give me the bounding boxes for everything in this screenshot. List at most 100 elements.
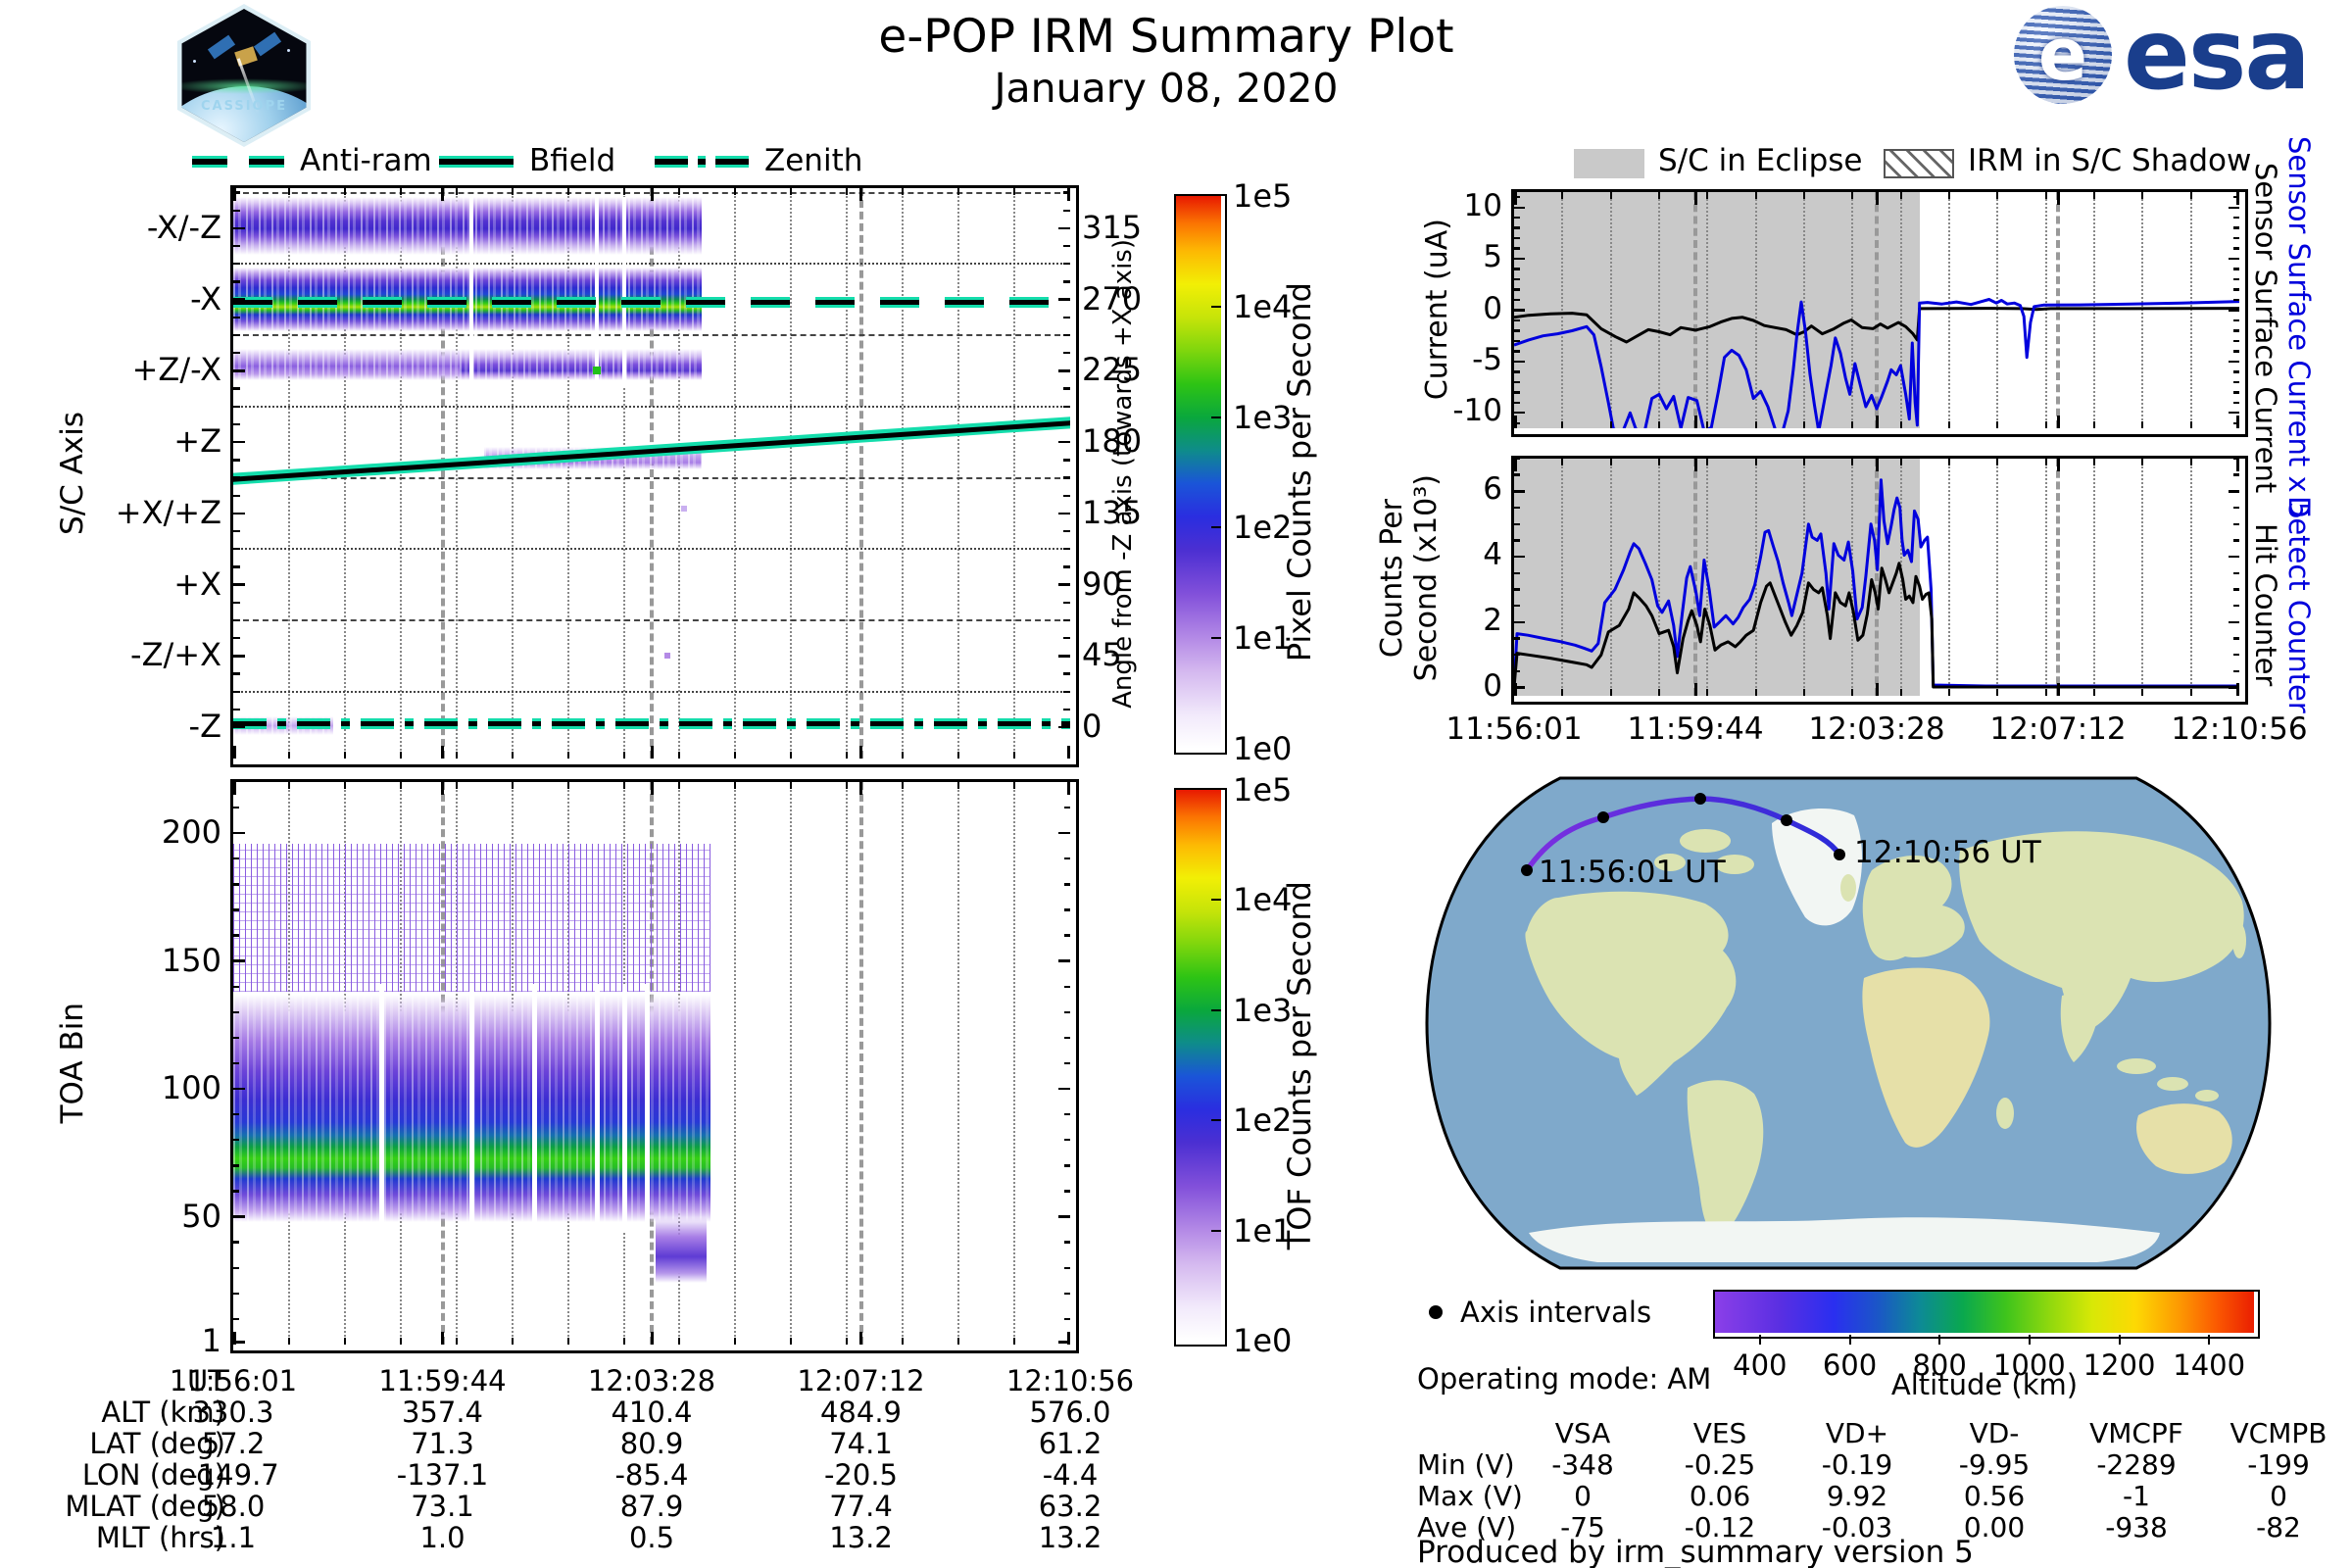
spectrogram-band <box>459 348 703 381</box>
tick-mark <box>1851 192 1854 199</box>
ephemeris-cell: -4.4 <box>1042 1458 1099 1492</box>
tick-mark <box>734 188 737 195</box>
gridline-minor <box>1948 459 1950 696</box>
tick-mark <box>2233 401 2239 404</box>
gridline-major <box>2056 459 2060 696</box>
tick-mark <box>1514 421 1520 424</box>
tick-mark <box>511 752 514 759</box>
tick-mark <box>233 672 240 675</box>
tick-mark <box>233 1036 239 1040</box>
tick-mark <box>1693 459 1697 471</box>
tof-plot-ylabel-box: TOA Bin <box>51 965 94 1161</box>
tick-mark <box>1063 672 1070 675</box>
ephemeris-cell: -20.5 <box>823 1458 899 1492</box>
tick-mark <box>2141 192 2144 199</box>
tick-mark <box>233 1061 239 1065</box>
tick-mark <box>734 782 737 789</box>
tick-mark <box>846 752 849 759</box>
esa-e-icon: e <box>2037 13 2088 97</box>
legend-antiram-label: Anti-ram <box>300 143 432 178</box>
esa-wordmark: esa <box>2124 0 2311 112</box>
tick-mark <box>1754 192 1757 199</box>
gridline-minor <box>455 188 458 759</box>
tick-mark <box>2233 571 2239 575</box>
voltage-cell: -0.12 <box>1684 1511 1756 1544</box>
tick-mark <box>1058 298 1070 301</box>
gridline-minor <box>1706 192 1709 428</box>
tick-mark <box>1063 565 1070 568</box>
gridline-minor <box>1609 192 1612 428</box>
voltage-cell: -1 <box>2123 1480 2150 1512</box>
pixel-colorbar-tick-label: 1e2 <box>1233 509 1293 547</box>
tick-mark <box>2233 277 2239 281</box>
tick-mark <box>1754 421 1757 428</box>
angle-right-tick-label: 270 <box>1082 279 1143 318</box>
data-gap <box>531 984 537 1233</box>
tick-mark <box>233 263 240 266</box>
tick-mark <box>1514 350 1520 353</box>
tick-mark <box>2233 539 2239 542</box>
tof-colorbar-frame <box>1174 788 1227 1347</box>
tick-mark <box>2093 421 2095 428</box>
tick-mark <box>343 752 346 759</box>
satellite-track <box>1521 793 1845 876</box>
sample-core <box>655 159 749 165</box>
tick-mark <box>1899 192 1902 199</box>
tick-mark <box>1063 618 1070 622</box>
tick-mark <box>1514 605 1520 608</box>
legend-antiram-line-sample <box>192 155 284 169</box>
patch-aurora <box>181 77 307 95</box>
tick-mark <box>233 637 240 640</box>
tick-mark <box>233 352 240 355</box>
tof-tick-label: 50 <box>181 1197 221 1235</box>
map-uk <box>1840 874 1856 902</box>
tick-mark <box>1064 858 1070 860</box>
ephemeris-row-label: UT <box>187 1364 225 1397</box>
current-plot-ytick-label: 5 <box>1483 239 1502 275</box>
cassiope-label: CASSIOPE <box>200 99 288 115</box>
tick-mark <box>233 1215 245 1218</box>
gridline-minor <box>1948 192 1950 428</box>
gridline-major <box>440 188 445 759</box>
tick-mark <box>2233 669 2239 673</box>
tick-mark <box>2233 506 2239 510</box>
tick-mark <box>2229 555 2239 559</box>
angle-right-tick-label: 45 <box>1082 636 1122 674</box>
tick-mark <box>1514 459 1517 471</box>
tick-mark <box>233 831 245 835</box>
tick-mark <box>1514 412 1525 415</box>
page-date: January 08, 2020 <box>994 65 1339 112</box>
tick-mark <box>622 752 625 759</box>
tick-mark <box>2233 196 2239 199</box>
gridline-minor <box>1851 192 1854 428</box>
tick-mark <box>957 1338 960 1345</box>
altitude-tick-label: 1000 <box>1992 1348 2066 1382</box>
tick-mark <box>2093 689 2095 696</box>
tick-mark <box>2141 459 2144 466</box>
tick-mark <box>1514 309 1525 312</box>
page-title: e-POP IRM Summary Plot <box>878 10 1454 64</box>
tick-mark <box>1514 506 1520 510</box>
tick-mark <box>1514 620 1525 624</box>
ephemeris-row-label: LAT (deg) <box>89 1427 225 1460</box>
tick-mark <box>1514 637 1520 640</box>
pixel-colorbar <box>1176 196 1221 749</box>
tick-mark <box>2233 329 2239 332</box>
tick-mark <box>1064 1010 1070 1013</box>
tick-mark <box>1064 1061 1070 1065</box>
legend-shadow-label: IRM in S/C Shadow <box>1968 143 2252 178</box>
gridline-minor <box>846 782 849 1345</box>
tick-mark <box>1706 192 1709 199</box>
gridline-minor <box>902 782 905 1345</box>
tick-mark <box>2233 605 2239 608</box>
tick-mark <box>1064 908 1070 911</box>
series-detect-counter <box>1514 478 2239 688</box>
tick-mark <box>1514 401 1520 404</box>
data-gap <box>468 984 474 1233</box>
altitude-tick-label: 1400 <box>2173 1348 2246 1382</box>
tick-mark <box>2229 490 2239 493</box>
tick-mark <box>790 1338 793 1345</box>
tick-mark <box>1514 683 1517 696</box>
ephemeris-cell: 58.0 <box>201 1490 266 1523</box>
tof-tick-label: 200 <box>161 813 221 852</box>
